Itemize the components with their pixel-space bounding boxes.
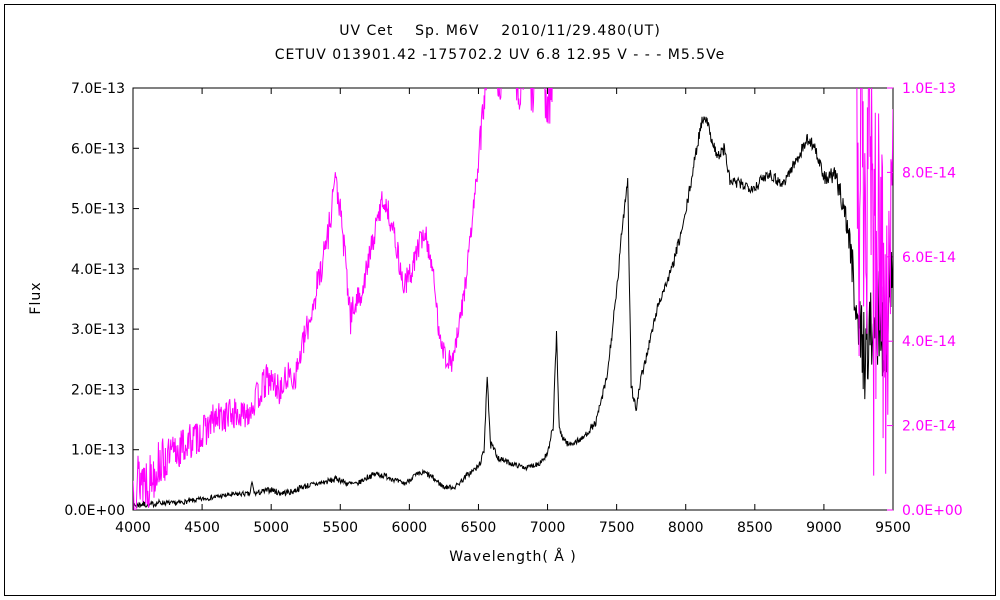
x-tick-label: 5500: [322, 520, 358, 536]
chart-title: UV Cet Sp. M6V 2010/11/29.480(UT): [339, 23, 661, 39]
x-tick-label: 8000: [668, 520, 704, 536]
x-tick-label: 6000: [392, 520, 428, 536]
chart-subtitle: CETUV 013901.42 -175702.2 UV 6.8 12.95 V…: [274, 47, 726, 63]
m55ve-comparison-line: [133, 88, 893, 510]
plot-border: [132, 87, 894, 511]
y-right-tick-label: 1.0E-13: [902, 81, 956, 97]
y-left-tick-label: 0.0E+00: [64, 503, 125, 519]
y-left-tick-label: 5.0E-13: [71, 202, 125, 218]
x-axis-label: Wavelength( Å ): [449, 549, 577, 565]
x-tick-label: 4000: [115, 520, 151, 536]
x-tick-label: 8500: [737, 520, 773, 536]
x-tick-label: 7500: [599, 520, 635, 536]
x-tick-label: 6500: [461, 520, 497, 536]
y-left-tick-label: 7.0E-13: [71, 81, 125, 97]
y-right-tick-label: 6.0E-14: [902, 250, 956, 266]
y-left-tick-label: 1.0E-13: [71, 443, 125, 459]
chart-frame: [4, 4, 996, 596]
x-tick-label: 9500: [875, 520, 911, 536]
y-left-tick-label: 3.0E-13: [71, 322, 125, 338]
x-tick-label: 5000: [253, 520, 289, 536]
y-right-tick-label: 2.0E-14: [902, 419, 956, 435]
y-left-tick-label: 6.0E-13: [71, 141, 125, 157]
y-right-tick-label: 8.0E-14: [902, 165, 956, 181]
x-tick-label: 4500: [184, 520, 220, 536]
y-right-tick-label: 4.0E-14: [902, 334, 956, 350]
y-left-tick-label: 2.0E-13: [71, 382, 125, 398]
x-tick-label: 9000: [806, 520, 842, 536]
uvcet-spectrum-line: [133, 116, 893, 510]
y-left-tick-label: 4.0E-13: [71, 262, 125, 278]
x-tick-label: 7000: [530, 520, 566, 536]
y-right-tick-label: 0.0E+00: [902, 503, 963, 519]
